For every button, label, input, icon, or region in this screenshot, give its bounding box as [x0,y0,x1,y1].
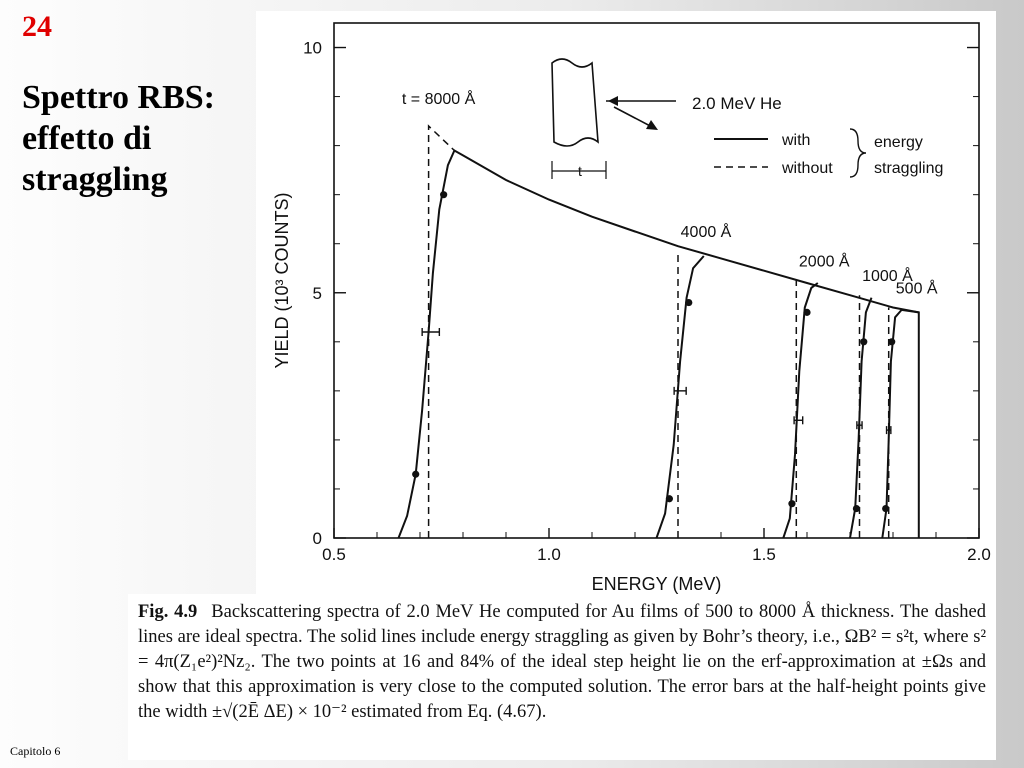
scattered-beam-arrow [613,106,655,129]
figure-caption: Fig. 4.9 Backscattering spectra of 2.0 Me… [128,594,996,760]
y-tick-label-1: 5 [313,284,322,303]
data-point-1-0 [665,495,673,503]
data-point-3-1 [860,338,868,346]
rbs-spectrum-chart: 0.5 1.0 1.5 2.0 0 5 10 ENERGY (MeV) YIELD (10³ C… [272,22,991,594]
slide-title: Spettro RBS: effetto di straggling [22,78,262,200]
legend-without-label: without [781,160,833,177]
y-tick-label-0: 0 [313,529,322,548]
y-tick-label-2: 10 [303,39,322,58]
legend-beam-label: 2.0 MeV He [692,94,782,113]
sample-film-icon [551,58,599,147]
slide-title-line-1: Spettro RBS: [22,79,215,116]
legend-energy-label: energy [874,134,923,151]
incident-beam-arrowhead-icon [608,96,618,106]
legend-with-label: with [781,132,810,149]
x-tick-label-0: 0.5 [322,545,346,564]
slide-title-line-3: straggling [22,160,168,198]
figure-panel: 0.5 1.0 1.5 2.0 0 5 10 ENERGY (MeV) YIELD (10³ C… [256,11,996,596]
data-point-2-0 [788,500,796,508]
series-straggled-3 [849,297,873,539]
x-tick-label-1: 1.0 [537,545,561,564]
caption-text: Backscattering spectra of 2.0 MeV He com… [138,602,986,722]
slide-title-line-2: effetto di [22,119,152,157]
data-point-0-1 [440,191,448,199]
thickness-label: t [578,163,582,179]
series-label-3: 1000 Å [862,266,913,285]
series-straggled-0 [397,149,919,539]
x-tick-label-2: 1.5 [752,545,776,564]
legend-brace [849,128,867,178]
series-ideal-0 [427,124,455,538]
series-label-0: t = 8000 Å [402,89,476,108]
footer-chapter: Capitolo 6 [10,744,61,758]
x-tick-label-3: 2.0 [967,545,991,564]
data-point-3-0 [852,504,861,513]
series-straggled-1 [655,255,705,539]
y-axis-label: YIELD (10³ COUNTS) [272,192,292,368]
legend-straggling-label: straggling [874,160,943,177]
data-point-0-0 [412,470,420,478]
series-label-2: 2000 Å [799,252,850,271]
data-point-2-1 [803,308,811,316]
series-label-4: 500 Å [896,278,938,297]
data-point-4-1 [888,338,896,346]
slide-number: 24 [22,10,52,43]
series-straggled-2 [782,282,819,539]
x-axis-label: ENERGY (MeV) [592,574,722,594]
data-point-1-1 [685,298,693,307]
data-point-4-0 [882,504,890,513]
caption-label: Fig. 4.9 [138,602,198,622]
series-label-1: 4000 Å [681,222,732,241]
scattered-beam-arrowhead-icon [646,120,658,130]
series-straggled-4 [881,308,920,539]
